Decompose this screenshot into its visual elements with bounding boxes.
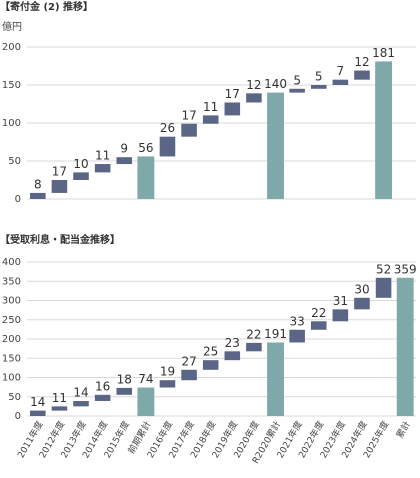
bar [30,410,46,416]
value-label: 10 [73,157,88,171]
value-label: 181 [372,46,395,60]
y-tick-label: 300 [2,296,21,307]
bar [267,342,284,416]
bar [202,360,219,370]
value-label: 8 [34,177,42,191]
value-label: 140 [264,77,287,91]
bar [181,123,197,137]
y-tick-label: 250 [2,315,21,326]
chart-title: 【寄付金 (2) 推移】 [0,0,93,13]
bar [116,157,133,165]
bar [137,387,155,416]
bar [289,329,305,343]
bar [73,400,89,407]
y-tick-label: 0 [15,194,21,205]
value-label: 359 [394,262,417,276]
value-label: 22 [311,306,326,320]
bar [94,394,111,401]
value-label: 17 [181,108,196,122]
bar [289,88,305,93]
bar [181,369,197,381]
bar [30,192,46,199]
bar [224,102,241,116]
bar [246,93,262,103]
bar [73,172,89,180]
bar [116,387,133,395]
value-label: 56 [138,141,153,155]
value-label: 31 [333,294,348,308]
y-tick-label: 200 [2,42,21,53]
bar [246,342,262,352]
bar [94,164,111,173]
value-label: 19 [160,365,175,379]
y-tick-label: 150 [2,353,21,364]
bar [51,406,68,411]
bar [202,115,219,124]
value-label: 23 [225,336,240,350]
x-tick-label: 累計 [394,419,413,441]
bar [310,85,327,89]
unit-label: 億円 [2,20,22,33]
value-label: 52 [376,262,391,276]
y-tick-label: 400 [2,257,21,268]
value-label: 9 [120,142,128,156]
bar [159,380,176,388]
bar [375,61,393,199]
value-label: 5 [293,73,301,87]
value-label: 14 [30,395,45,409]
y-tick-label: 350 [2,276,21,287]
value-label: 11 [52,391,67,405]
value-label: 191 [264,327,287,341]
bar [51,180,68,193]
value-label: 11 [203,100,218,114]
bar [159,136,176,157]
y-tick-label: 150 [2,80,21,91]
bar [354,70,370,80]
y-tick-label: 100 [2,118,21,129]
bar [224,351,241,361]
value-label: 33 [289,314,304,328]
value-label: 12 [246,78,261,92]
value-label: 27 [181,354,196,368]
value-label: 12 [354,55,369,69]
value-label: 74 [138,372,153,386]
bar [310,321,327,330]
y-tick-label: 100 [2,373,21,384]
value-label: 22 [246,327,261,341]
bar [332,79,349,85]
bar [354,297,370,310]
value-label: 26 [160,121,175,135]
value-label: 25 [203,345,218,359]
value-label: 5 [315,70,323,84]
value-label: 18 [117,372,132,386]
y-tick-label: 0 [15,411,21,422]
value-label: 7 [337,64,345,78]
value-label: 16 [95,379,110,393]
bar [375,277,392,298]
y-tick-label: 50 [8,392,21,403]
y-tick-label: 50 [8,156,21,167]
bar [137,156,155,199]
value-label: 17 [52,165,67,179]
value-label: 30 [354,282,369,296]
bar [332,309,349,322]
value-label: 14 [73,385,88,399]
value-label: 11 [95,149,110,163]
bar [267,92,284,199]
bar [396,277,414,416]
y-tick-label: 200 [2,334,21,345]
value-label: 17 [225,87,240,101]
chart-title: 【受取利息・配当金推移】 [0,233,120,246]
